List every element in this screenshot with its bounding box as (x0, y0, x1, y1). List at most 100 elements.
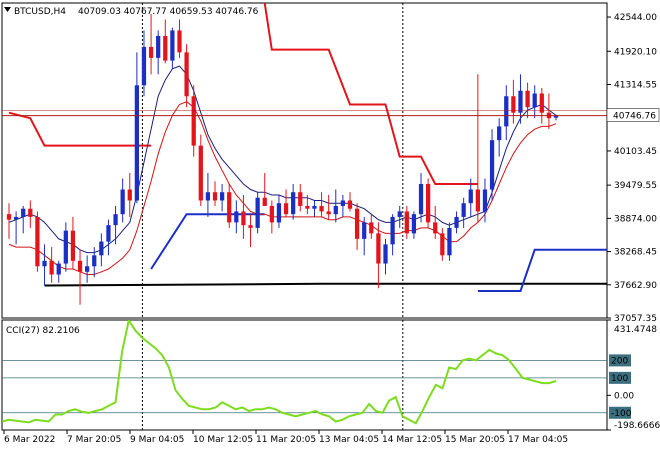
candle-body (191, 96, 196, 146)
candle-body (511, 96, 516, 113)
stop-line (150, 213, 265, 270)
cci-tick-label: 0.00 (614, 391, 634, 401)
candle-body (411, 214, 417, 234)
cci-line (2, 320, 557, 425)
candle-body (532, 93, 537, 108)
candle-body (184, 52, 189, 97)
candle-body (219, 192, 225, 201)
candle-body (362, 222, 367, 239)
candle-body (227, 192, 232, 223)
candle-body (49, 260, 54, 275)
cci-level-label: -100 (611, 409, 632, 419)
candle-body (482, 189, 488, 212)
candle-body (212, 192, 218, 201)
time-tick-label: 6 Mar 2022 (4, 435, 55, 445)
candle-body (28, 208, 33, 217)
time-tick-label: 15 Mar 20:05 (445, 435, 505, 445)
candle-body (539, 93, 544, 113)
price-tick-label: 41314.55 (614, 80, 657, 90)
candle-body (85, 266, 90, 272)
candle-body (468, 189, 473, 204)
candle-body (13, 216, 19, 220)
candle-body (6, 214, 12, 220)
candle-body (425, 184, 431, 223)
price-tick-label: 39479.55 (614, 181, 657, 191)
candle-body (333, 205, 338, 215)
candle-body (63, 230, 68, 264)
candle-body (312, 205, 317, 209)
cci-level-tag (609, 371, 631, 384)
candle-body (383, 244, 388, 264)
candle-body (326, 211, 331, 215)
price-tick-label: 37057.35 (614, 314, 657, 324)
candle-body (283, 203, 289, 215)
candle-body (163, 35, 168, 61)
ohlc-readout: 40709.03 40767.77 40659.53 40746.76 (78, 7, 259, 17)
candle-body (497, 126, 502, 141)
candle-body (70, 230, 76, 261)
stop-line (477, 248, 607, 292)
candle-body (454, 216, 459, 228)
candle-body (141, 46, 147, 86)
candle-body (347, 200, 353, 209)
candle-body (461, 203, 466, 217)
candle-body (518, 90, 523, 113)
candle-body (113, 214, 118, 226)
candle-body (205, 192, 211, 201)
candle-body (99, 241, 104, 256)
candle-body (255, 197, 260, 228)
candle-body (134, 85, 140, 201)
candle-body (433, 222, 438, 234)
candle-body (198, 145, 203, 201)
candle-body (475, 189, 480, 212)
current-price-tag (606, 108, 660, 122)
candle-body (276, 203, 282, 223)
candle-body (319, 205, 324, 212)
time-tick-label: 10 Mar 12:05 (193, 435, 253, 445)
cci-plot[interactable] (2, 320, 607, 430)
time-tick-label: 13 Mar 04:05 (319, 435, 379, 445)
candle-body (291, 192, 296, 215)
candle-body (177, 30, 182, 53)
candle-body (354, 208, 360, 239)
stop-line (263, 3, 478, 185)
candle-body (397, 211, 402, 217)
symbol-label: BTCUSD,H4 (14, 7, 66, 17)
chart-frame (1, 2, 608, 431)
candle-body (390, 216, 395, 245)
candle-body (269, 205, 274, 223)
candle-body (340, 200, 346, 206)
candle-body (21, 208, 26, 217)
candle-body (170, 30, 175, 61)
candle-body (77, 260, 83, 272)
candle-body (376, 233, 381, 264)
ma-slow-line (8, 101, 557, 275)
candle-body (241, 211, 246, 226)
candle-body (56, 263, 61, 275)
cci-tick-label: 431.4748 (614, 325, 657, 335)
cci-level-label: 100 (611, 374, 628, 384)
candle-body (148, 46, 154, 58)
price-tick-label: 40103.45 (614, 147, 657, 157)
time-tick-label: 11 Mar 20:05 (256, 435, 316, 445)
collapse-arrow-icon[interactable] (4, 7, 11, 12)
time-tick-label: 9 Mar 04:05 (130, 435, 184, 445)
candle-body (106, 225, 111, 242)
price-tick-label: 38268.45 (614, 248, 657, 258)
cci-tick-label: -198.6666 (614, 421, 660, 431)
candle-body (35, 216, 40, 267)
candle-body (504, 96, 509, 127)
candle-body (42, 260, 47, 267)
candle-body (440, 233, 445, 256)
time-tick-label: 7 Mar 20:05 (67, 435, 121, 445)
candle-body (418, 184, 424, 215)
candle-body (156, 35, 161, 58)
price-plot[interactable] (2, 3, 613, 318)
candle-body (369, 222, 374, 234)
cci-level-tag (609, 354, 631, 367)
candle-body (447, 227, 452, 256)
candle-body (404, 211, 409, 234)
candle-body (120, 189, 125, 215)
price-tick-label: 41920.10 (614, 47, 657, 57)
